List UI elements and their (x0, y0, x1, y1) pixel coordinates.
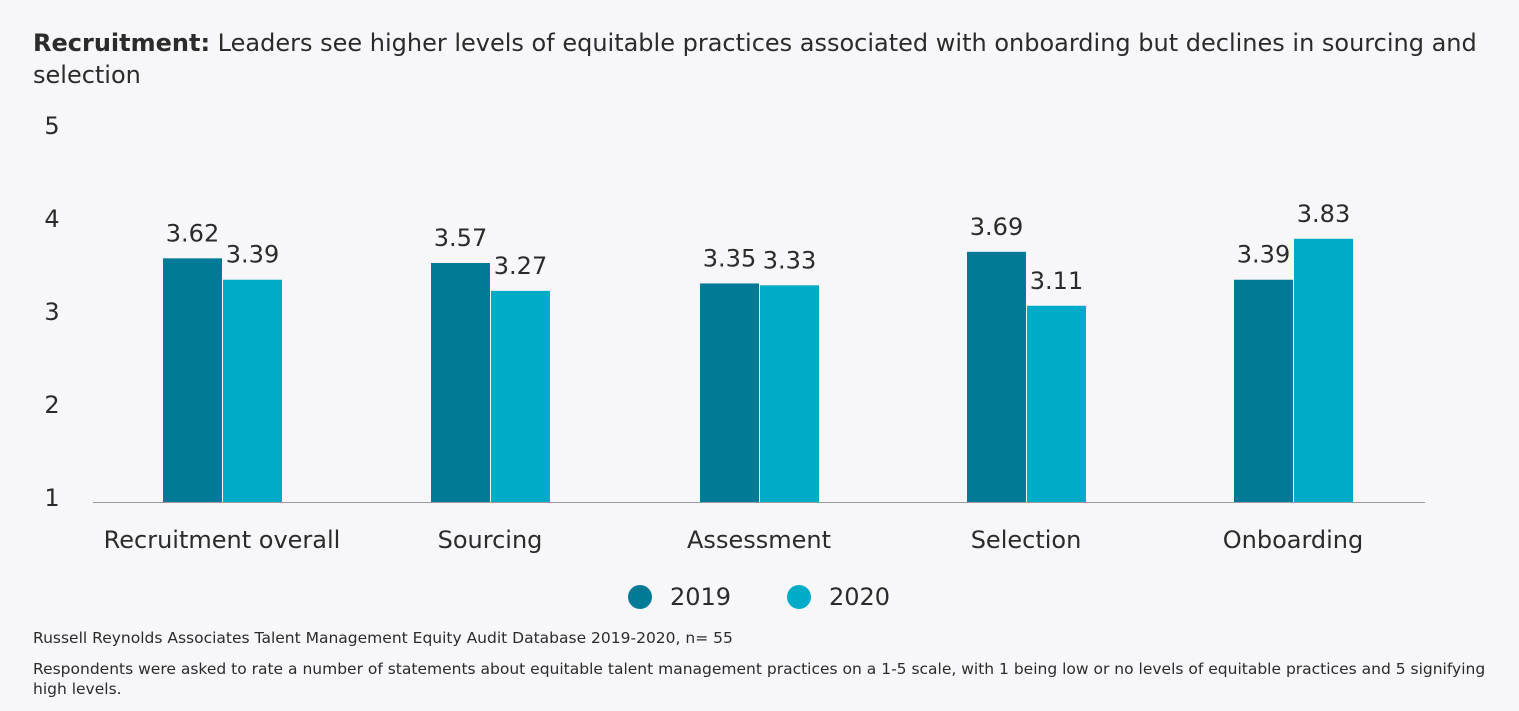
y-tick-label: 3 (44, 298, 59, 326)
bar-2019 (431, 262, 490, 502)
bar-2020 (223, 279, 282, 502)
bar-2020 (1294, 238, 1353, 502)
data-label: 3.57 (434, 224, 487, 252)
data-label: 3.39 (226, 241, 279, 269)
bar-2020 (760, 285, 819, 502)
data-label: 3.39 (1237, 241, 1290, 269)
y-tick-label: 4 (44, 205, 59, 233)
chart-title: Recruitment: Leaders see higher levels o… (33, 27, 1483, 91)
x-tick-label: Recruitment overall (104, 526, 341, 554)
x-tick-label: Selection (971, 526, 1082, 554)
data-label: 3.11 (1030, 267, 1083, 295)
data-label: 3.69 (970, 213, 1023, 241)
y-tick-label: 5 (44, 112, 59, 140)
title-rest: Leaders see higher levels of equitable p… (33, 29, 1477, 89)
data-label: 3.83 (1297, 200, 1350, 228)
bar-2019 (967, 251, 1026, 502)
y-tick-label: 2 (44, 391, 59, 419)
data-label: 3.27 (494, 252, 547, 280)
title-bold: Recruitment: (33, 29, 211, 57)
bar-2019 (163, 258, 222, 502)
data-label: 3.35 (703, 244, 756, 272)
bar-2019 (700, 283, 759, 502)
legend-label: 2019 (670, 583, 731, 611)
data-label: 3.33 (763, 246, 816, 274)
legend-marker-2020 (787, 585, 811, 609)
footnote: Respondents were asked to rate a number … (33, 660, 1486, 698)
x-tick-label: Onboarding (1223, 526, 1364, 554)
x-tick-label: Sourcing (438, 526, 543, 554)
legend-marker-2019 (628, 585, 652, 609)
source-note: Russell Reynolds Associates Talent Manag… (33, 629, 733, 647)
data-label: 3.62 (166, 219, 219, 247)
bar-2020 (491, 290, 550, 502)
x-tick-label: Assessment (687, 526, 831, 554)
y-tick-label: 1 (44, 484, 59, 512)
bar-2020 (1027, 305, 1086, 502)
legend-label: 2020 (829, 583, 890, 611)
bar-2019 (1234, 279, 1293, 502)
